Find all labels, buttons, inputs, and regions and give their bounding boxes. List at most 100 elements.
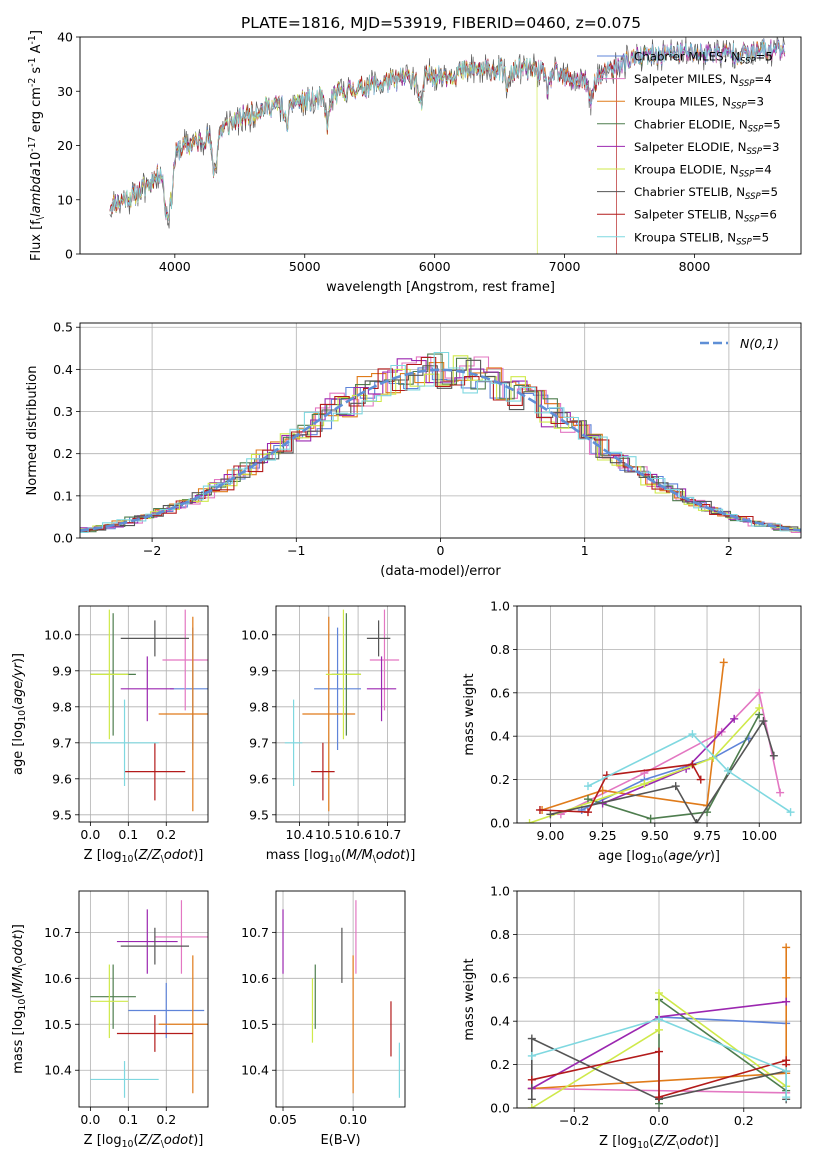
y-tick-label: 0 — [65, 247, 73, 262]
y-tick-label: 0.4 — [490, 1014, 510, 1029]
legend-entry: Salpeter STELIB, NSSP=6 — [634, 208, 777, 225]
plus-marker — [755, 703, 764, 712]
plus-marker — [786, 808, 795, 817]
plus-marker — [646, 814, 655, 823]
x-tick-label: 0.1 — [118, 827, 138, 842]
plus-marker — [655, 1093, 663, 1102]
plus-marker — [782, 997, 791, 1006]
plus-marker — [655, 1025, 663, 1034]
legend-entry: Salpeter ELODIE, NSSP=3 — [634, 140, 779, 157]
y-axis-label: mass weight — [462, 673, 477, 755]
legend-entry: N(0,1) — [740, 336, 779, 351]
x-axis-label: Z [log10(Z/Z\odot)] — [599, 1134, 719, 1151]
plus-marker — [696, 775, 705, 784]
axes-frame — [78, 605, 209, 823]
x-axis-label: wavelength [Angstrom, rest frame] — [326, 280, 555, 295]
mass-weight-line-chabrier-stelib — [550, 719, 775, 823]
plus-marker — [719, 658, 728, 667]
y-tick-label: 0.2 — [490, 772, 510, 787]
y-tick-label: 40 — [57, 30, 73, 45]
mass-weight-line-kroupa-stelib — [587, 733, 792, 813]
plus-marker — [655, 988, 663, 997]
axes-frame — [275, 605, 406, 823]
age-vs-mass-panel: 10.4 10.5 10.6 10.7 9.5 9.6 9.7 9.8 9.9 10.0 mass … — [241, 605, 416, 865]
plot-area — [282, 900, 400, 1098]
grid — [79, 606, 208, 822]
y-tick-label: 9.8 — [249, 699, 269, 714]
mass-weight-line-kroupa-stelib — [531, 1018, 787, 1098]
plus-marker — [527, 1075, 536, 1084]
age-vs-metallicity-panel: 0.0 0.1 0.2 9.5 9.6 9.7 9.8 9.9 10.0 Z [log10(Z/Z… — [11, 605, 209, 865]
mass-vs-ebv-panel: 0.05 0.10 10.4 10.5 10.6 10.7 E(B-V) — [241, 890, 406, 1148]
errorbar-point — [90, 699, 159, 786]
x-tick-label: 0.05 — [269, 1112, 297, 1127]
axes: 10.4 10.5 10.6 10.7 9.5 9.6 9.7 9.8 9.9 10.0 mass … — [241, 605, 416, 865]
y-tick-label: 30 — [57, 84, 73, 99]
y-tick-label: 9.6 — [52, 771, 72, 786]
errorbar-point — [369, 609, 400, 711]
plus-marker — [688, 760, 697, 769]
x-tick-label: 0.0 — [80, 1112, 100, 1127]
y-tick-label: 0.0 — [53, 531, 73, 546]
x-tick-label: 9.75 — [693, 828, 721, 843]
y-tick-label: 9.9 — [249, 663, 269, 678]
y-tick-label: 0.6 — [490, 685, 510, 700]
plus-marker — [782, 973, 791, 982]
x-tick-label: 10.4 — [286, 827, 314, 842]
y-tick-label: 0.2 — [53, 446, 73, 461]
errorbar-point — [314, 627, 362, 750]
errorbar-point — [284, 699, 303, 786]
plot-area — [90, 900, 208, 1098]
plus-marker — [769, 751, 778, 760]
errorbar-point — [128, 982, 205, 1039]
plus-marker — [584, 808, 592, 817]
plus-marker — [546, 810, 555, 819]
axes: 9.00 9.25 9.50 9.75 10.00 0.0 0.2 0.4 0.6 0.8 1.0 a… — [462, 599, 802, 866]
plus-marker — [723, 766, 732, 775]
histogram-kroupa-elodie — [80, 355, 801, 533]
x-tick-label: 9.50 — [641, 828, 669, 843]
plus-marker — [584, 795, 592, 804]
plus-marker — [755, 688, 764, 697]
y-tick-label: 0.0 — [490, 1101, 510, 1116]
errorbar-point — [90, 1061, 159, 1098]
x-tick-label: 10.5 — [315, 827, 343, 842]
plus-marker — [527, 1104, 536, 1108]
mass-vs-metallicity-panel: 0.0 0.1 0.2 10.4 10.5 10.6 10.7 Z [log10(Z/Z\od… — [11, 890, 209, 1150]
plot-area — [525, 658, 795, 823]
errorbar-point — [366, 656, 397, 722]
plot-area — [80, 351, 801, 534]
plot-area — [109, 37, 786, 254]
y-tick-label: 0.8 — [490, 927, 510, 942]
axes: 0.0 0.1 0.2 9.5 9.6 9.7 9.8 9.9 10.0 Z [log10(Z/Z… — [11, 605, 209, 865]
y-tick-label: 10.5 — [241, 1017, 269, 1032]
y-tick-label: 10 — [57, 192, 73, 207]
plus-marker — [782, 1067, 791, 1076]
x-axis-label: mass [log10(M/M\odot)] — [266, 848, 416, 865]
errorbar-point — [116, 909, 178, 974]
plus-marker — [671, 782, 680, 791]
y-tick-label: 0.4 — [53, 362, 73, 377]
x-tick-label: 8000 — [679, 259, 711, 274]
x-axis-label: age [log10(age/yr)] — [598, 849, 720, 866]
axes: −0.2 0.0 0.2 0.0 0.2 0.4 0.6 0.8 1.0 Z [log10(Z/Z… — [462, 884, 802, 1151]
errorbar-point — [158, 616, 208, 812]
x-tick-label: 4000 — [159, 259, 191, 274]
spectrum-line-kroupa-stelib — [109, 40, 786, 222]
plus-marker — [525, 819, 534, 823]
plus-marker — [527, 1095, 536, 1104]
x-tick-label: 5000 — [289, 259, 321, 274]
x-tick-label: 6000 — [419, 259, 451, 274]
y-tick-label: 10.6 — [241, 971, 269, 986]
plot-area — [527, 943, 791, 1108]
y-tick-label: 1.0 — [490, 884, 510, 899]
axes: 4000 5000 6000 7000 8000 0 10 20 30 40 wavelength … — [27, 30, 802, 295]
x-tick-label: 0.1 — [118, 1112, 138, 1127]
plus-marker — [776, 788, 785, 797]
x-tick-label: −1 — [287, 543, 305, 558]
x-tick-label: 2 — [725, 543, 733, 558]
x-tick-label: −0.2 — [559, 1113, 589, 1128]
x-tick-label: 0.2 — [734, 1113, 754, 1128]
plus-marker — [688, 730, 697, 739]
x-tick-label: 10.00 — [741, 828, 777, 843]
